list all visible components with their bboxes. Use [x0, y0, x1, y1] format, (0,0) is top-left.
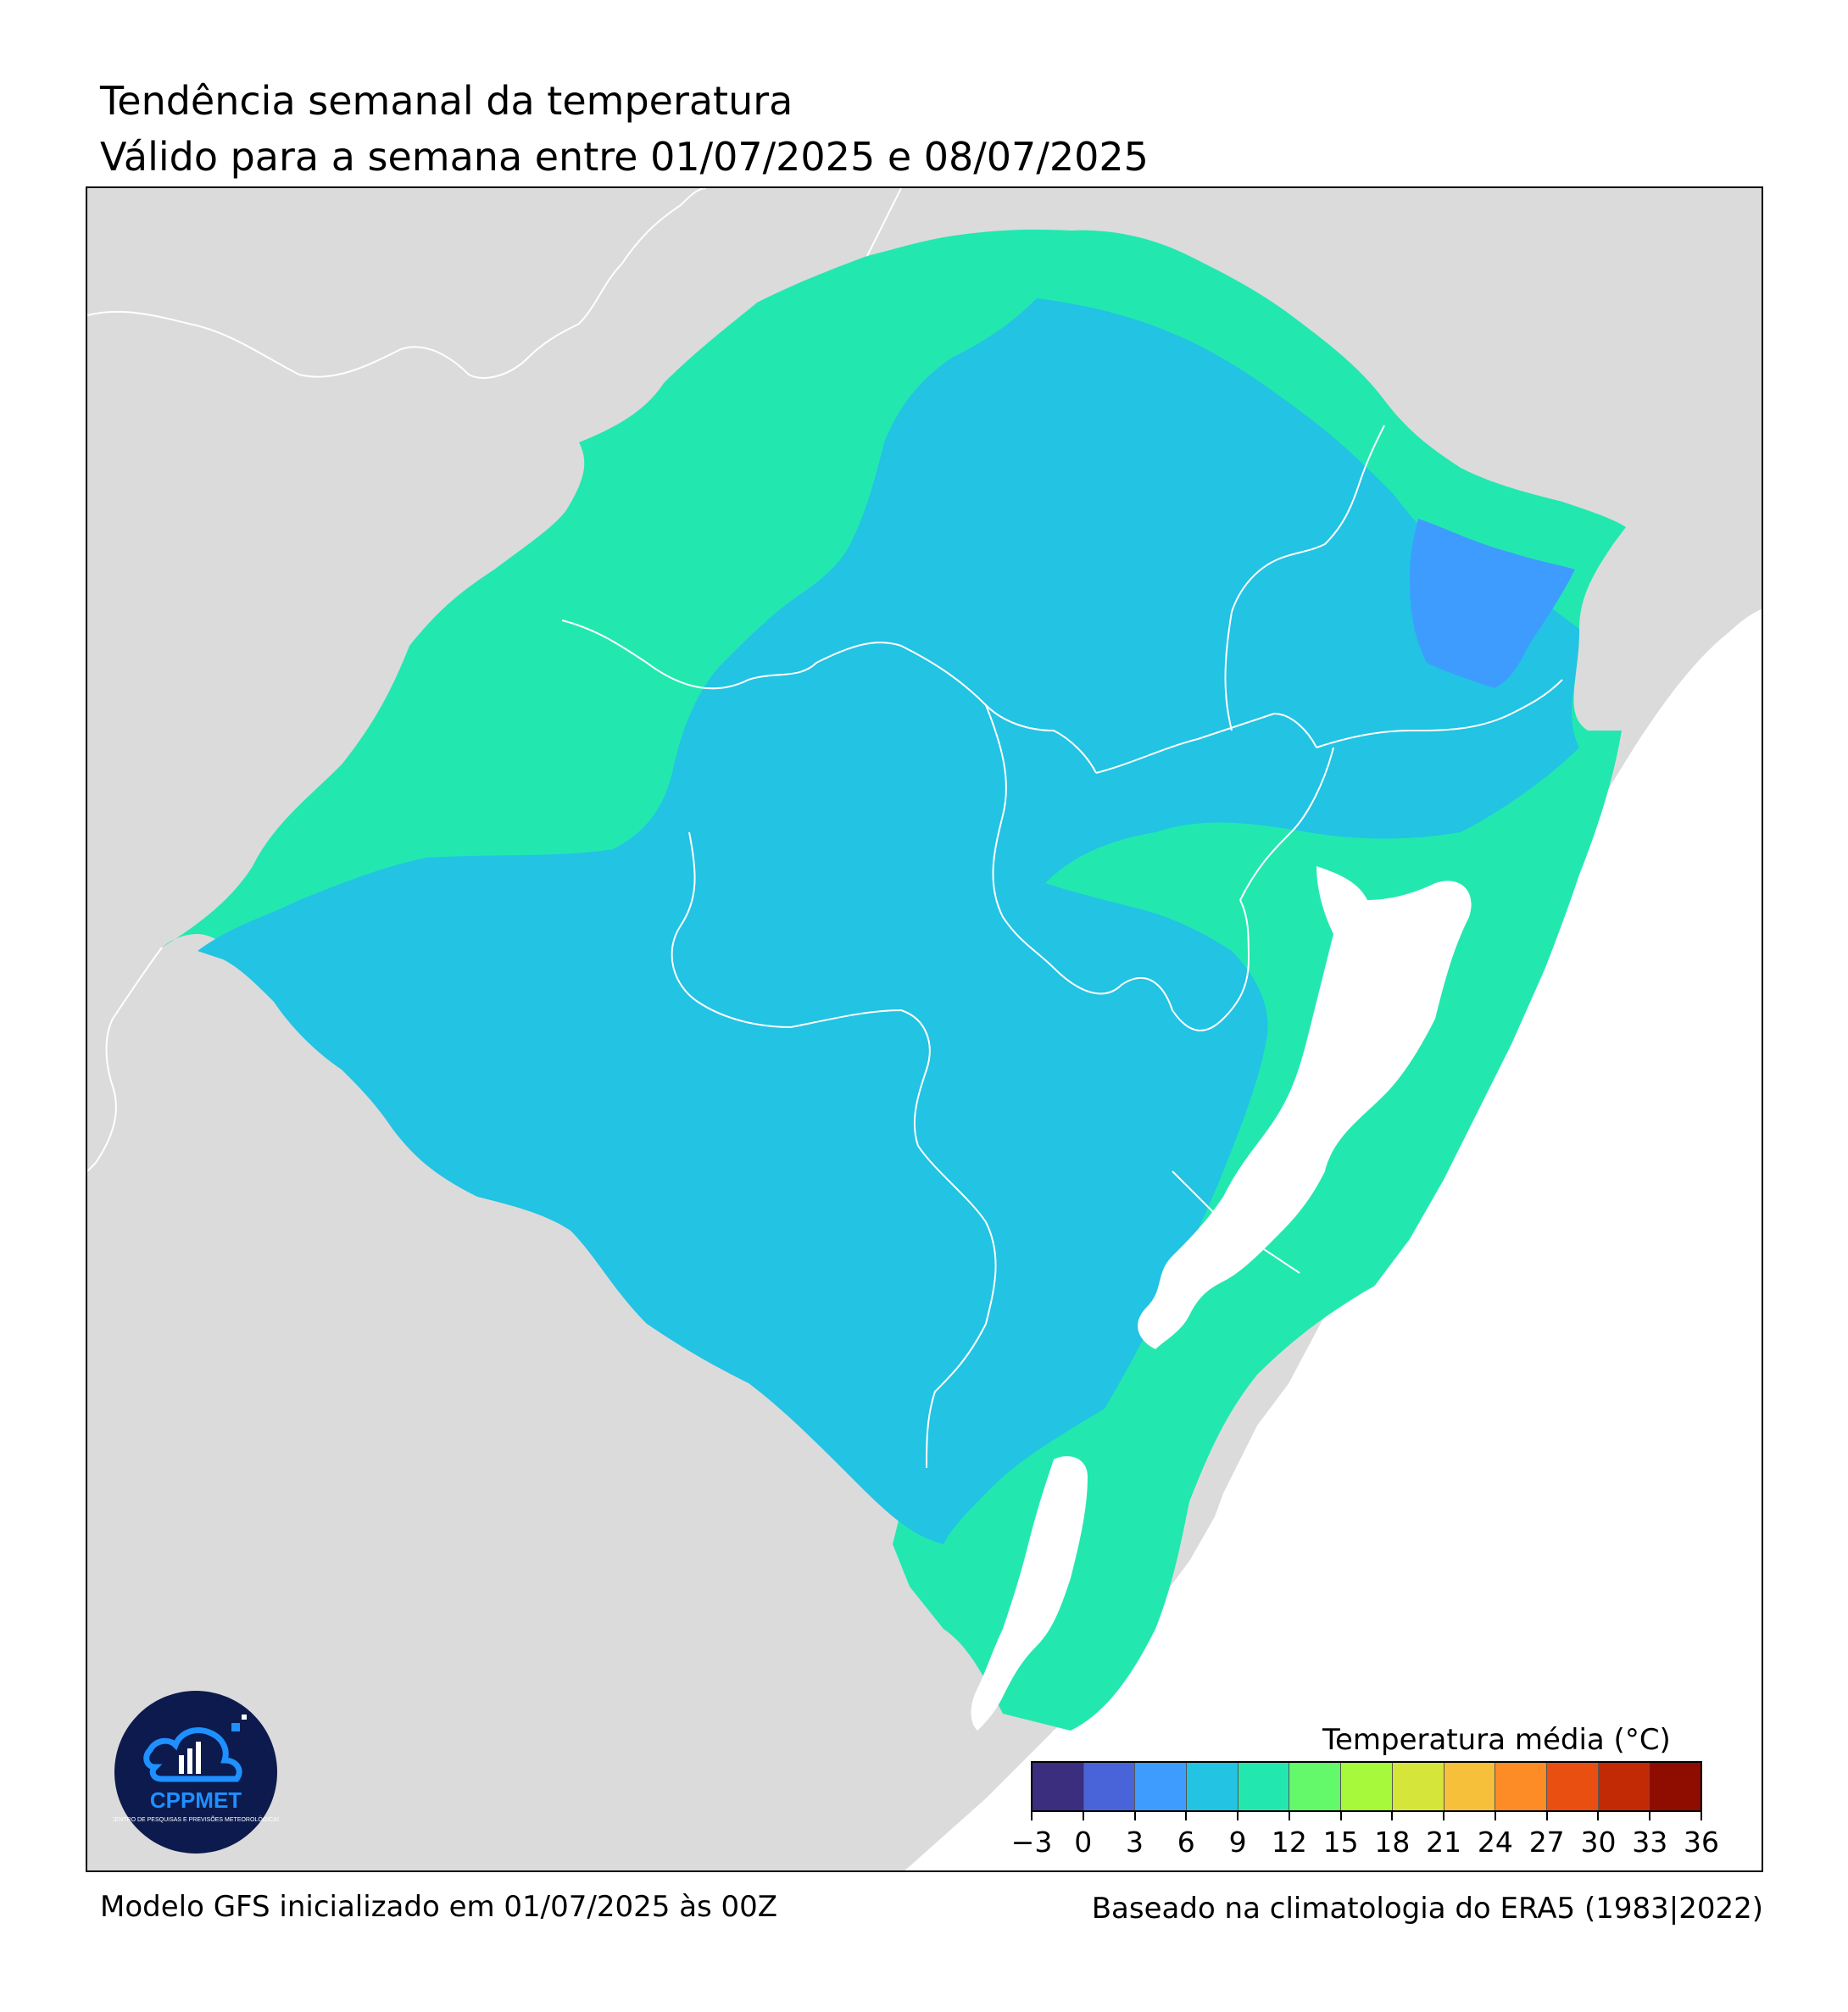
colorbar-tick-label: 18 — [1374, 1826, 1411, 1859]
colorbar-tick — [1443, 1812, 1445, 1820]
map-subtitle: Válido para a semana entre 01/07/2025 e … — [100, 134, 1149, 180]
colorbar-tick — [1288, 1812, 1290, 1820]
logo-tagline: CENTRO DE PESQUISAS E PREVISÕES METEOROL… — [113, 1815, 279, 1823]
colorbar-tick — [1700, 1812, 1702, 1820]
colorbar — [1031, 1761, 1702, 1812]
colorbar-tick — [1391, 1812, 1394, 1820]
colorbar-tick — [1031, 1812, 1033, 1820]
region-6-9 — [198, 298, 1579, 1544]
coastline — [972, 609, 1762, 1870]
colorbar-segment — [1033, 1763, 1084, 1810]
colorbar-tick-label: −3 — [1010, 1826, 1053, 1859]
colorbar-tick-label: 15 — [1322, 1826, 1359, 1859]
colorbar-ticks: −3 0 3 6 9 12 15 18 21 24 27 30 33 36 — [1011, 1812, 1719, 1863]
colorbar-segment — [1392, 1763, 1444, 1810]
colorbar-segment — [1495, 1763, 1547, 1810]
map-frame — [86, 186, 1763, 1872]
colorbar-segment — [1546, 1763, 1599, 1810]
colorbar-tick — [1237, 1812, 1239, 1820]
model-info: Modelo GFS inicializado em 01/07/2025 às… — [100, 1890, 778, 1924]
colorbar-segment — [1135, 1763, 1188, 1810]
colorbar-segment — [1444, 1763, 1496, 1810]
lagoon-patos — [1138, 866, 1472, 1349]
colorbar-segment — [1598, 1763, 1650, 1810]
logo-name: CPPMET — [150, 1787, 242, 1813]
map-canvas — [87, 188, 1762, 1870]
colorbar-tick-label: 9 — [1228, 1826, 1247, 1859]
colorbar-tick — [1649, 1812, 1651, 1820]
neighbor-boundaries — [87, 188, 1055, 1870]
colorbar-segment — [1650, 1763, 1700, 1810]
colorbar-tick — [1494, 1812, 1496, 1820]
colorbar-segment — [1238, 1763, 1290, 1810]
colorbar-tick-label: 36 — [1684, 1826, 1719, 1859]
colorbar-tick-label: 6 — [1177, 1826, 1195, 1859]
colorbar-tick-label: 24 — [1477, 1826, 1513, 1859]
colorbar-segment — [1289, 1763, 1342, 1810]
colorbar-tick-label: 12 — [1271, 1826, 1307, 1859]
colorbar-tick — [1339, 1812, 1342, 1820]
lagoon-mirim — [971, 1456, 1088, 1731]
colorbar-tick — [1597, 1812, 1600, 1820]
colorbar-segment — [1341, 1763, 1393, 1810]
boundaries — [561, 425, 1563, 1469]
colorbar-segment — [1187, 1763, 1238, 1810]
legend-title: Temperatura média (°C) — [1322, 1723, 1671, 1757]
colorbar-tick — [1185, 1812, 1188, 1820]
colorbar-tick-label: 33 — [1632, 1826, 1668, 1859]
colorbar-tick-label: 30 — [1580, 1826, 1617, 1859]
map-title: Tendência semanal da temperatura — [100, 78, 793, 124]
colorbar-tick-label: 21 — [1426, 1826, 1462, 1859]
cloud-icon — [143, 1727, 242, 1782]
colorbar-tick-label: 27 — [1528, 1826, 1565, 1859]
colorbar-segment — [1083, 1763, 1136, 1810]
colorbar-tick-label: 0 — [1074, 1826, 1093, 1859]
cppmet-logo: CPPMET CENTRO DE PESQUISAS E PREVISÕES M… — [113, 1691, 279, 1854]
colorbar-tick — [1082, 1812, 1084, 1820]
colorbar-tick-label: 3 — [1126, 1826, 1144, 1859]
colorbar-tick — [1133, 1812, 1136, 1820]
climatology-info: Baseado na climatologia do ERA5 (1983|20… — [1091, 1892, 1763, 1926]
region-3-6 — [1410, 519, 1575, 688]
colorbar-tick — [1545, 1812, 1548, 1820]
